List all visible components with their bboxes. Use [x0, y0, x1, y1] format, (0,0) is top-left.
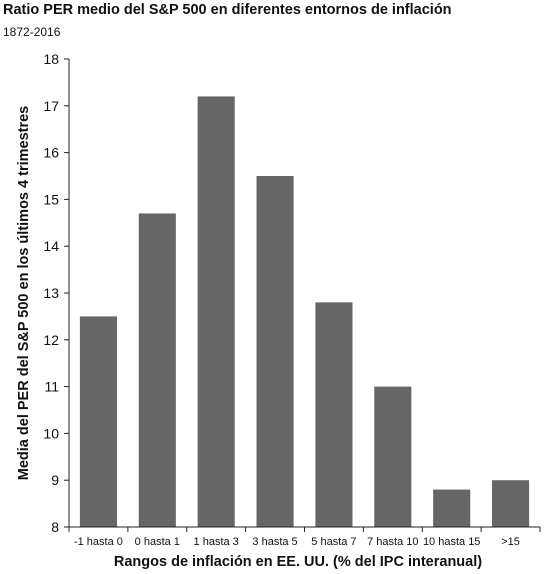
y-ticks-group: 8 9 10 11 12 13 14 15 16 17 18: [43, 51, 69, 535]
bar: [256, 176, 294, 527]
y-axis-title: Media del PER del S&P 500 en los últimos…: [16, 106, 32, 480]
bars-group: [79, 96, 530, 527]
y-tick-label: 8: [51, 519, 59, 535]
x-ticks-group: -1 hasta 0 0 hasta 1 1 hasta 3 3 hasta 5 5 h…: [68, 527, 541, 548]
bar: [197, 96, 235, 527]
x-tick-label: 3 hasta 5: [252, 536, 297, 548]
x-axis-title: Rangos de inflación en EE. UU. (% del IP…: [114, 554, 482, 570]
y-tick-label: 13: [43, 285, 59, 301]
bar: [79, 316, 117, 527]
y-tick-label: 18: [43, 51, 59, 67]
x-tick-label: 7 hasta 10: [367, 536, 418, 548]
y-tick-label: 10: [43, 425, 59, 441]
chart-subtitle: 1872-2016: [3, 25, 61, 39]
chart-title: Ratio PER medio del S&P 500 en diferente…: [3, 2, 452, 18]
y-tick-label: 16: [43, 145, 59, 161]
y-tick-label: 17: [43, 98, 59, 114]
x-tick-label: 5 hasta 7: [311, 536, 356, 548]
y-tick-label: 14: [43, 238, 59, 254]
x-tick-label: 0 hasta 1: [135, 536, 180, 548]
y-tick-label: 9: [51, 472, 59, 488]
y-tick-label: 12: [43, 332, 59, 348]
bar: [374, 386, 412, 527]
bar: [138, 213, 176, 527]
y-tick-label: 15: [43, 191, 59, 207]
bar: [315, 302, 353, 527]
x-tick-label: >15: [501, 536, 520, 548]
bar: [492, 480, 530, 527]
y-tick-label: 11: [44, 379, 59, 395]
x-tick-label: -1 hasta 0: [74, 536, 123, 548]
x-tick-label: 10 hasta 15: [423, 536, 481, 548]
x-tick-label: 1 hasta 3: [194, 536, 239, 548]
bar: [433, 489, 471, 527]
